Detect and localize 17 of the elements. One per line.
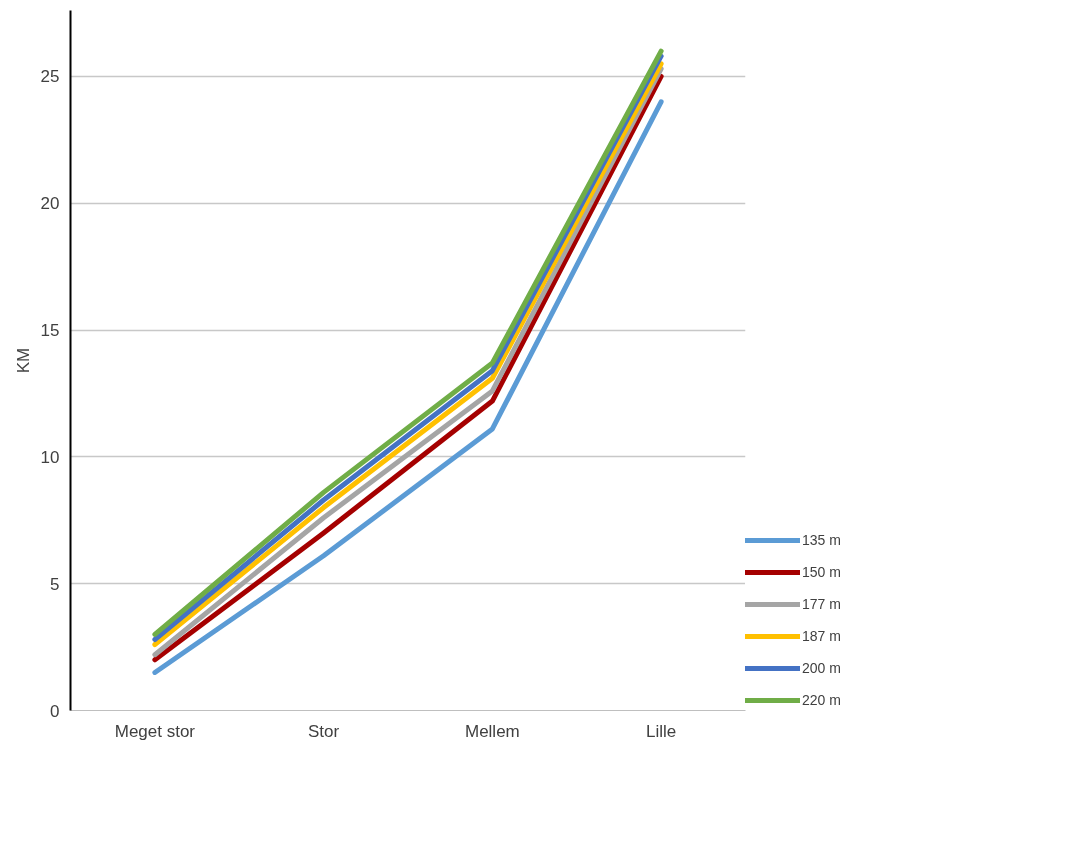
legend-label: 200 m	[802, 660, 841, 676]
x-tick-label: Lille	[646, 721, 677, 741]
y-tick-label: 20	[40, 194, 60, 214]
y-tick-label: 5	[50, 574, 60, 594]
legend-label: 220 m	[802, 692, 841, 708]
y-axis-title: KM	[13, 347, 33, 374]
y-tick-label: 25	[40, 67, 60, 87]
x-tick-label: Mellem	[464, 721, 520, 741]
legend-label: 187 m	[802, 628, 841, 644]
legend-label: 177 m	[802, 596, 841, 612]
y-tick-label: 0	[50, 701, 60, 721]
x-tick-label: Stor	[308, 721, 340, 741]
y-tick-label: 10	[40, 447, 60, 467]
x-tick-label: Meget stor	[114, 721, 196, 741]
legend-label: 150 m	[802, 564, 841, 580]
y-tick-label: 15	[40, 321, 60, 341]
legend-label: 135 m	[802, 532, 841, 548]
